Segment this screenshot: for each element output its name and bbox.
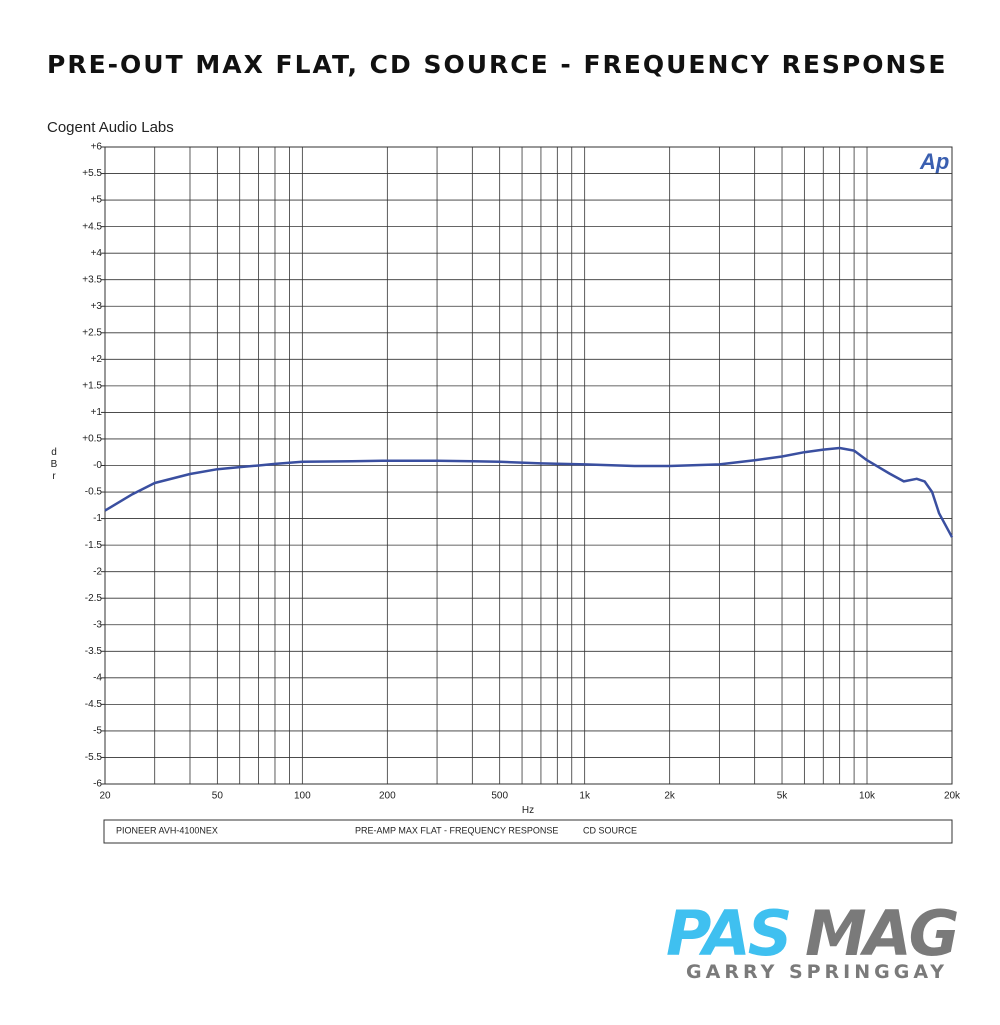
x-tick-label: 500 bbox=[491, 791, 508, 802]
y-tick-label: -4.5 bbox=[85, 699, 103, 710]
y-tick-label: -3 bbox=[93, 619, 102, 630]
x-tick-label: 200 bbox=[379, 791, 396, 802]
footer-text: PIONEER AVH-4100NEX bbox=[116, 825, 218, 835]
y-tick-label: +3.5 bbox=[82, 274, 102, 285]
y-tick-label: -2 bbox=[93, 566, 102, 577]
y-axis-label: d bbox=[51, 447, 57, 458]
plot: dBr +6 +5.5 +5 +4.5 +4 +3.5 +3 +2.5 +2 +1.5 +1 +0.5 -… bbox=[51, 142, 961, 802]
y-tick-label: +5.5 bbox=[82, 168, 102, 179]
x-tick-label: 1k bbox=[579, 791, 591, 802]
x-tick-label: 5k bbox=[777, 791, 789, 802]
y-tick-label: +2.5 bbox=[82, 327, 102, 338]
x-tick-label: 20 bbox=[99, 791, 111, 802]
data-line bbox=[104, 446, 954, 538]
y-tick-label: -5 bbox=[93, 726, 102, 737]
y-tick-label: +1.5 bbox=[82, 381, 102, 392]
y-tick-label: -0.5 bbox=[85, 487, 103, 498]
y-tick-label: -6 bbox=[93, 779, 102, 790]
y-tick-label: +5 bbox=[91, 195, 103, 206]
y-tick-label: -3.5 bbox=[85, 646, 103, 657]
y-tick-label: -1 bbox=[93, 513, 102, 524]
y-tick-label: +6 bbox=[91, 142, 103, 153]
y-tick-label: +4 bbox=[91, 248, 103, 259]
y-axis-label: B bbox=[51, 459, 58, 470]
title: PRE-OUT MAX FLAT, CD SOURCE - FREQUENCY … bbox=[47, 50, 948, 79]
x-tick-label: 2k bbox=[664, 791, 676, 802]
logo-part2: MAG bbox=[805, 897, 958, 970]
y-tick-label: -1.5 bbox=[85, 540, 103, 551]
x-tick-label: 10k bbox=[859, 791, 876, 802]
y-tick-label: +4.5 bbox=[82, 221, 102, 232]
y-tick-label: -4 bbox=[93, 672, 102, 683]
footer-box bbox=[103, 819, 953, 844]
y-tick-label: +2 bbox=[91, 354, 103, 365]
logo-part1: PAS bbox=[666, 897, 790, 970]
footer-text: CD SOURCE bbox=[583, 825, 637, 835]
y-tick-label: -2.5 bbox=[85, 593, 103, 604]
y-axis-label: r bbox=[52, 471, 56, 482]
y-tick-label: +3 bbox=[91, 301, 103, 312]
x-axis-label: Hz bbox=[522, 805, 534, 816]
ap-badge: Ap bbox=[919, 149, 949, 174]
x-tick-label: 100 bbox=[294, 791, 311, 802]
footer-text: PRE-AMP MAX FLAT - FREQUENCY RESPONSE bbox=[355, 825, 558, 835]
y-tick-label: -5.5 bbox=[85, 752, 103, 763]
logo-author: GARRY SPRINGGAY bbox=[686, 961, 948, 983]
x-tick-label: 20k bbox=[944, 791, 961, 802]
y-tick-label: +1 bbox=[91, 407, 103, 418]
x-tick-label: 50 bbox=[212, 791, 224, 802]
y-tick-label: +0.5 bbox=[82, 434, 102, 445]
source: Cogent Audio Labs bbox=[47, 119, 174, 136]
y-tick-label: -0 bbox=[93, 460, 102, 471]
